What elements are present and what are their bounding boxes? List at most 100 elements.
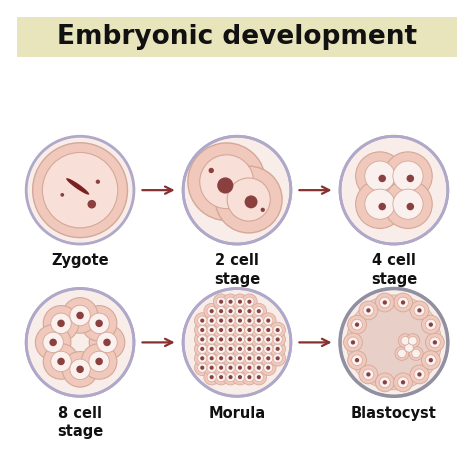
Circle shape (236, 363, 245, 372)
Circle shape (210, 328, 214, 332)
Circle shape (266, 337, 270, 341)
FancyBboxPatch shape (17, 17, 457, 57)
Circle shape (223, 303, 238, 319)
Circle shape (257, 309, 261, 313)
Circle shape (226, 373, 235, 382)
Circle shape (242, 322, 257, 338)
Circle shape (70, 359, 91, 380)
Circle shape (257, 365, 261, 370)
Circle shape (207, 363, 216, 372)
Circle shape (198, 354, 207, 363)
Circle shape (260, 313, 276, 328)
Circle shape (264, 354, 273, 363)
Circle shape (409, 346, 423, 360)
Circle shape (270, 322, 285, 338)
Circle shape (232, 303, 248, 319)
Circle shape (273, 326, 282, 335)
Circle shape (207, 354, 216, 363)
Circle shape (228, 319, 233, 323)
Circle shape (198, 335, 207, 344)
Circle shape (219, 300, 223, 304)
Circle shape (366, 308, 371, 312)
Circle shape (356, 152, 404, 201)
Circle shape (359, 301, 378, 320)
Circle shape (383, 301, 387, 305)
Circle shape (207, 335, 216, 344)
Circle shape (82, 306, 117, 341)
Circle shape (351, 340, 355, 345)
Circle shape (352, 355, 363, 365)
Circle shape (210, 337, 214, 341)
Circle shape (213, 350, 229, 366)
Circle shape (232, 360, 248, 375)
Circle shape (428, 322, 433, 327)
Circle shape (393, 161, 423, 191)
Circle shape (275, 347, 280, 351)
Circle shape (204, 369, 219, 385)
Circle shape (264, 344, 273, 354)
Circle shape (103, 338, 111, 346)
Circle shape (410, 301, 429, 320)
Circle shape (198, 363, 207, 372)
Circle shape (242, 303, 257, 319)
Circle shape (228, 365, 233, 370)
Circle shape (223, 341, 238, 356)
Circle shape (36, 325, 71, 360)
Circle shape (378, 175, 386, 182)
Circle shape (232, 332, 248, 347)
Circle shape (210, 347, 214, 351)
Circle shape (232, 322, 248, 338)
Text: 4 cell
stage: 4 cell stage (371, 254, 417, 287)
Circle shape (254, 326, 264, 335)
Circle shape (398, 297, 409, 308)
Circle shape (219, 365, 223, 370)
Circle shape (251, 313, 267, 328)
Text: Embryonic development: Embryonic development (57, 24, 417, 50)
Circle shape (254, 363, 264, 372)
Circle shape (242, 360, 257, 375)
Circle shape (245, 297, 254, 306)
Circle shape (228, 375, 233, 379)
Circle shape (49, 338, 57, 346)
Circle shape (405, 344, 413, 352)
Circle shape (347, 315, 366, 334)
Circle shape (242, 350, 257, 366)
Circle shape (433, 340, 437, 345)
Circle shape (219, 309, 223, 313)
Circle shape (251, 341, 267, 356)
Circle shape (428, 358, 433, 362)
Circle shape (70, 305, 91, 326)
Circle shape (260, 322, 276, 338)
Circle shape (226, 307, 235, 316)
Circle shape (213, 360, 229, 375)
Circle shape (257, 375, 261, 379)
Circle shape (232, 341, 248, 356)
Circle shape (89, 325, 125, 360)
Circle shape (426, 319, 436, 330)
Circle shape (213, 332, 229, 347)
Circle shape (200, 365, 204, 370)
Circle shape (356, 180, 404, 228)
Circle shape (210, 375, 214, 379)
Circle shape (366, 372, 371, 376)
Circle shape (395, 346, 409, 360)
Circle shape (273, 344, 282, 354)
Circle shape (363, 369, 374, 380)
Circle shape (273, 335, 282, 344)
Circle shape (245, 316, 254, 325)
Circle shape (426, 333, 444, 352)
Circle shape (236, 373, 245, 382)
Circle shape (409, 337, 417, 345)
Circle shape (217, 316, 226, 325)
Circle shape (254, 316, 264, 325)
Circle shape (219, 319, 223, 323)
Circle shape (217, 326, 226, 335)
Circle shape (215, 166, 282, 233)
Text: Blastocyst: Blastocyst (351, 406, 437, 420)
Circle shape (254, 344, 264, 354)
Circle shape (62, 352, 98, 387)
Circle shape (412, 349, 420, 358)
Circle shape (194, 313, 210, 328)
Circle shape (257, 347, 261, 351)
Circle shape (401, 380, 405, 384)
